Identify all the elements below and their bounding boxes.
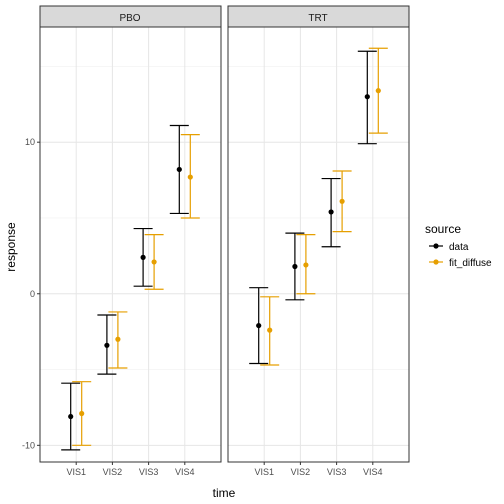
legend-key-point-fit-diffuse: [433, 259, 439, 265]
legend-label-fit-diffuse: fit_diffuse: [449, 258, 492, 269]
x-tick-label-pbo: VIS1: [66, 467, 86, 477]
facet-strip-label-pbo: PBO: [119, 13, 140, 24]
data-point-data: [328, 209, 334, 215]
data-point-data: [68, 413, 74, 420]
data-point-fit-diffuse: [339, 198, 345, 204]
x-tick-label-trt: VIS2: [291, 467, 311, 477]
panel-border-trt: [227, 26, 410, 463]
data-point-data: [104, 342, 110, 348]
data-point-data: [176, 166, 182, 173]
x-tick-label-trt: VIS3: [327, 467, 347, 477]
y-tick-label: 10: [25, 137, 35, 147]
legend-label-data: data: [449, 242, 469, 253]
data-point-data: [364, 94, 370, 100]
data-point-fit-diffuse: [151, 259, 157, 265]
y-axis-title: response: [4, 222, 18, 272]
y-tick-label: 0: [30, 289, 35, 299]
data-point-fit-diffuse: [115, 336, 121, 342]
x-tick-label-pbo: VIS4: [175, 467, 195, 477]
legend-title: source: [425, 222, 461, 236]
data-point-fit-diffuse: [303, 262, 309, 268]
panel-background-trt: [228, 27, 409, 462]
x-tick-label-trt: VIS1: [254, 467, 274, 477]
x-tick-label-pbo: VIS3: [139, 467, 159, 477]
y-tick-label: -10: [22, 440, 35, 450]
data-point-data: [256, 322, 262, 329]
panel-background-pbo: [40, 27, 221, 462]
data-point-data: [292, 263, 298, 270]
data-point-fit-diffuse: [267, 327, 273, 333]
legend-key-point-data: [433, 243, 439, 249]
x-axis-title: time: [213, 486, 236, 500]
panel-border-pbo: [39, 26, 222, 463]
data-point-fit-diffuse: [187, 174, 193, 180]
x-tick-label-trt: VIS4: [363, 467, 383, 477]
data-point-data: [140, 254, 146, 260]
data-point-fit-diffuse: [375, 88, 381, 94]
x-tick-label-pbo: VIS2: [103, 467, 123, 477]
facet-strip-label-trt: TRT: [308, 13, 327, 24]
data-point-fit-diffuse: [79, 410, 85, 417]
